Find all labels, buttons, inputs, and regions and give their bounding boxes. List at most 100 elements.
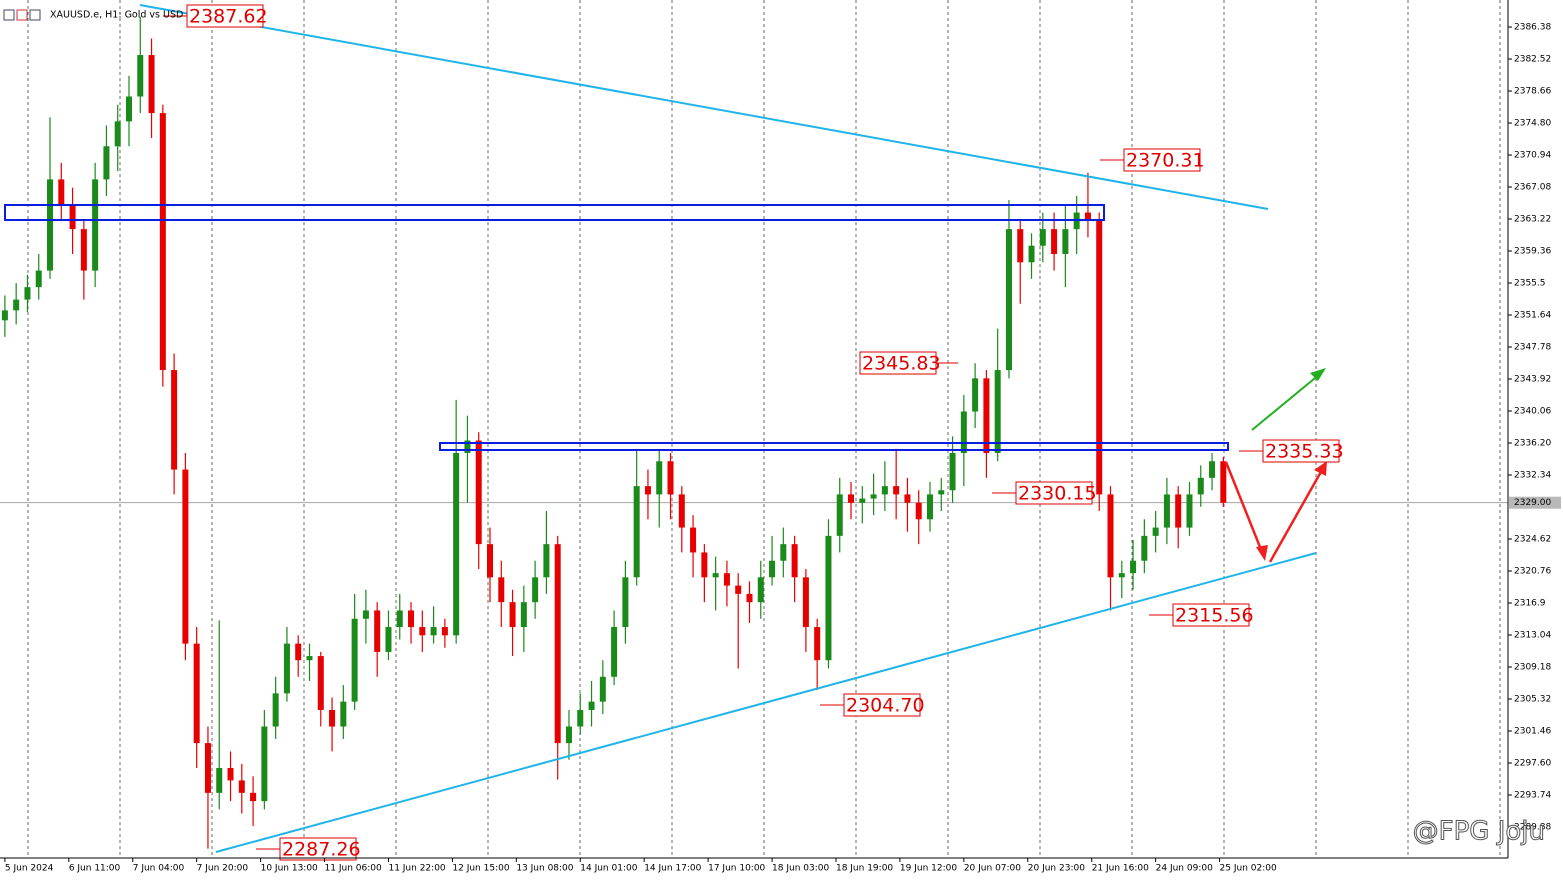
candle-body (1107, 494, 1114, 578)
candle-body (1062, 229, 1069, 255)
resistance-zone (4, 204, 1105, 221)
y-tick-label: 2343.92 (1514, 375, 1551, 385)
candle-body (678, 494, 685, 528)
annotation-box (859, 351, 937, 375)
candle-body (441, 627, 448, 636)
candle-body (780, 544, 787, 561)
x-tick-label: 6 Jun 11:00 (69, 864, 121, 874)
current-price-label: 2329.00 (1514, 498, 1551, 508)
candle-body (329, 709, 336, 727)
candle-body (69, 204, 76, 230)
pivot-zone (439, 442, 1229, 451)
candle-body (182, 469, 189, 644)
down-arrow-head (1256, 545, 1268, 561)
candle-body (261, 726, 268, 802)
candle-body (80, 229, 87, 271)
y-tick-label: 2374.80 (1514, 119, 1551, 129)
x-tick-label: 18 Jun 19:00 (836, 864, 893, 874)
x-tick-label: 11 Jun 22:00 (388, 864, 445, 874)
candle-body (374, 610, 381, 652)
candles (0, 16, 1508, 849)
candle-body (385, 627, 392, 652)
candle-body (701, 552, 708, 578)
y-tick-label: 2316.9 (1514, 599, 1546, 609)
candle-body (656, 461, 663, 495)
candle-body (1051, 229, 1058, 255)
candle-body (453, 452, 460, 636)
y-tick-label: 2297.60 (1514, 758, 1551, 768)
annotation-box (1015, 481, 1093, 505)
candle-body (926, 494, 933, 520)
candle-body (408, 610, 415, 628)
y-tick-label: 2347.78 (1514, 343, 1551, 353)
annotation-label: 2304.70 (846, 695, 925, 717)
candle-body (24, 287, 31, 300)
x-tick-label: 25 Jun 02:00 (1220, 864, 1277, 874)
candle-body (498, 577, 505, 603)
candle-body (1220, 461, 1227, 503)
x-tick-label: 20 Jun 23:00 (1028, 864, 1085, 874)
candle-body (577, 709, 584, 727)
candle-body (272, 693, 279, 727)
candle-body (295, 643, 302, 661)
candle-body (430, 627, 437, 636)
y-tick-label: 2355.5 (1514, 279, 1546, 289)
annotation-label: 2370.31 (1126, 150, 1205, 172)
candle-body (757, 577, 764, 603)
candle-body (994, 370, 1001, 453)
x-tick-label: 7 Jun 20:00 (197, 864, 249, 874)
candle-body (204, 743, 211, 793)
candle-body (848, 494, 855, 503)
drawings (4, 4, 1327, 853)
candle-body (13, 299, 20, 311)
y-tick-label: 2367.08 (1514, 183, 1551, 193)
y-tick-label: 2301.46 (1514, 726, 1551, 736)
y-tick-label: 2340.06 (1514, 407, 1551, 417)
candle-body (283, 643, 290, 694)
annotation-box (1172, 603, 1250, 627)
y-tick-label: 2378.66 (1514, 87, 1551, 97)
candle-body (1096, 220, 1103, 495)
candle-body (137, 55, 144, 97)
candle-body (543, 544, 550, 578)
candle-body (1005, 229, 1012, 371)
y-tick-label: 2309.18 (1514, 663, 1551, 673)
current-price-box (1509, 496, 1561, 509)
watermark: @FPG Joju (1413, 817, 1545, 847)
annotation-box (843, 693, 921, 717)
y-tick-label: 2332.34 (1514, 471, 1551, 481)
candle-body (611, 627, 618, 677)
candle-body (1028, 245, 1035, 263)
candle-body (227, 767, 234, 781)
candle-body (859, 498, 866, 503)
candle-body (599, 676, 606, 702)
x-tick-label: 24 Jun 09:00 (1156, 864, 1213, 874)
y-tick-label: 2382.52 (1514, 55, 1551, 65)
x-tick-label: 13 Jun 08:00 (516, 864, 573, 874)
x-tick-label: 18 Jun 03:00 (772, 864, 829, 874)
candle-body (238, 780, 245, 793)
candle-body (1152, 527, 1159, 536)
x-tick-label: 17 Jun 10:00 (708, 864, 765, 874)
y-tick-label: 2363.22 (1514, 215, 1551, 225)
candle-body (769, 560, 776, 578)
annotation-label: 2387.62 (189, 6, 268, 28)
candle-body (814, 627, 821, 661)
candle-body (983, 378, 990, 453)
x-tick-label: 14 Jun 17:00 (644, 864, 701, 874)
up-arrow (1251, 373, 1321, 431)
candle-body (396, 610, 403, 628)
y-tick-label: 2320.76 (1514, 567, 1551, 577)
candle-body (554, 544, 561, 744)
y-tick-label: 2313.04 (1514, 631, 1551, 641)
candle-body (735, 585, 742, 594)
candle-body (103, 146, 110, 180)
candle-body (791, 544, 798, 578)
candle-body (960, 411, 967, 453)
y-tick-label: 2336.20 (1514, 439, 1551, 449)
candle-body (565, 726, 572, 744)
annotation-box (186, 4, 264, 28)
x-tick-label: 14 Jun 01:00 (580, 864, 637, 874)
y-tick-label: 2386.38 (1514, 23, 1551, 33)
candle-body (870, 494, 877, 499)
